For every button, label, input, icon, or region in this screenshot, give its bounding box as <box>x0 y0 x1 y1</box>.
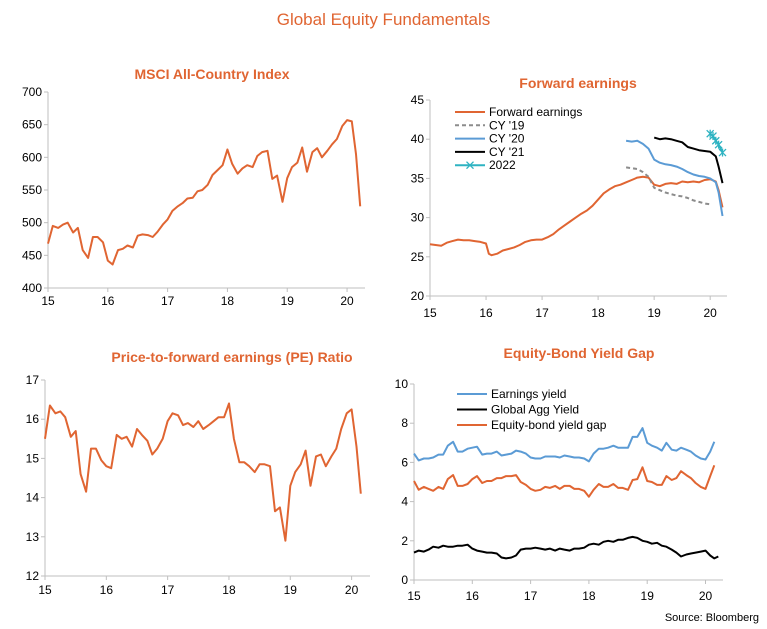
fwd-y-tick-label: 30 <box>411 211 425 225</box>
msci-x-tick-label: 19 <box>281 294 295 308</box>
fwd-y-tick-label: 45 <box>411 93 425 107</box>
gap-x-tick-label: 15 <box>407 589 421 603</box>
gap-x-tick-label: 20 <box>699 589 713 603</box>
gap-x-tick-label: 19 <box>641 589 655 603</box>
gap-x-tick-label: 18 <box>582 589 596 603</box>
fwd-legend-label: Forward earnings <box>489 105 582 119</box>
pe-x-tick-label: 18 <box>222 583 236 597</box>
pe-y-tick-label: 14 <box>26 491 40 505</box>
pe-x-tick-label: 20 <box>345 583 359 597</box>
fwd-y-tick-label: 25 <box>411 250 425 264</box>
fwd-y-tick-label: 20 <box>411 289 425 303</box>
pe-series-line-0 <box>44 402 362 542</box>
msci-x-tick-label: 16 <box>101 294 115 308</box>
gap-series-line-1 <box>413 535 719 560</box>
fwd-x-tick-label: 19 <box>647 306 661 320</box>
pe-y-tick-label: 13 <box>26 530 40 544</box>
gap-y-tick-label: 2 <box>401 534 408 548</box>
pe-x-tick-label: 16 <box>100 583 114 597</box>
msci-y-tick-label: 450 <box>22 248 42 262</box>
pe-x-tick-label: 15 <box>38 583 52 597</box>
msci-y-tick-label: 700 <box>22 85 42 99</box>
fwd-series-line-2 <box>625 139 724 217</box>
fwd-chart-title: Forward earnings <box>519 75 637 91</box>
fwd-y-tick-label: 40 <box>411 132 425 146</box>
fwd-series-line-3 <box>653 136 724 184</box>
fwd-legend-label: CY '19 <box>489 118 525 132</box>
gap-chart-title: Equity-Bond Yield Gap <box>504 345 655 361</box>
msci-x-tick-label: 20 <box>340 294 354 308</box>
pe-y-tick-label: 16 <box>26 412 40 426</box>
msci-y-tick-label: 650 <box>22 118 42 132</box>
msci-y-tick-label: 400 <box>22 281 42 295</box>
gap-y-tick-label: 0 <box>401 573 408 587</box>
fwd-legend-label: 2022 <box>489 158 516 172</box>
source-note: Source: Bloomberg <box>664 612 759 624</box>
fwd-legend-label: CY '20 <box>489 132 525 146</box>
pe-x-tick-label: 19 <box>284 583 298 597</box>
fwd-x-tick-label: 16 <box>479 306 493 320</box>
fwd-x-tick-label: 17 <box>535 306 549 320</box>
gap-legend-label: Global Agg Yield <box>491 403 579 417</box>
page-title: Global Equity Fundamentals <box>276 10 491 29</box>
fwd-chart: Forward earnings 20 25 30 35 40 45 15 16 17 18 19 20… <box>411 75 727 320</box>
msci-x-tick-label: 17 <box>161 294 175 308</box>
msci-chart-title: MSCI All-Country Index <box>134 66 289 82</box>
pe-y-tick-label: 15 <box>26 451 40 465</box>
gap-y-tick-label: 10 <box>395 377 409 391</box>
fwd-y-tick-label: 35 <box>411 171 425 185</box>
fwd-series-line-1 <box>625 166 711 206</box>
fwd-x-tick-label: 20 <box>704 306 718 320</box>
msci-x-tick-label: 15 <box>41 294 55 308</box>
msci-y-tick-label: 550 <box>22 183 42 197</box>
gap-series-line-2 <box>413 464 716 498</box>
pe-y-tick-label: 17 <box>26 373 40 387</box>
fwd-x-tick-label: 18 <box>591 306 605 320</box>
gap-y-tick-label: 4 <box>401 495 408 509</box>
gap-x-tick-label: 16 <box>466 589 480 603</box>
fwd-series-marker <box>714 140 723 149</box>
gap-legend-label: Earnings yield <box>491 387 566 401</box>
fwd-legend-label: CY '21 <box>489 145 525 159</box>
gap-legend-label: Equity-bond yield gap <box>491 418 607 432</box>
pe-x-tick-label: 17 <box>161 583 175 597</box>
gap-series-line-0 <box>413 427 716 463</box>
fwd-legend-marker <box>466 161 474 170</box>
pe-chart-title: Price-to-forward earnings (PE) Ratio <box>111 349 352 365</box>
msci-x-tick-label: 18 <box>221 294 235 308</box>
gap-chart: Equity-Bond Yield Gap 0 2 4 6 8 10 15 16 17 18 19 20… <box>395 345 723 603</box>
pe-y-tick-label: 12 <box>26 569 40 583</box>
fwd-x-tick-label: 15 <box>423 306 437 320</box>
msci-y-tick-label: 600 <box>22 150 42 164</box>
fwd-series-marker <box>718 148 727 157</box>
gap-y-tick-label: 6 <box>401 455 408 469</box>
gap-y-tick-label: 8 <box>401 416 408 430</box>
msci-chart: MSCI All-Country Index 400 450 500 550 600 650… <box>22 66 365 308</box>
msci-y-tick-label: 500 <box>22 216 42 230</box>
pe-chart: Price-to-forward earnings (PE) Ratio 12 13… <box>26 349 370 597</box>
gap-x-tick-label: 17 <box>524 589 538 603</box>
fwd-series-line-0 <box>429 175 724 257</box>
msci-series-line-0 <box>47 119 362 266</box>
